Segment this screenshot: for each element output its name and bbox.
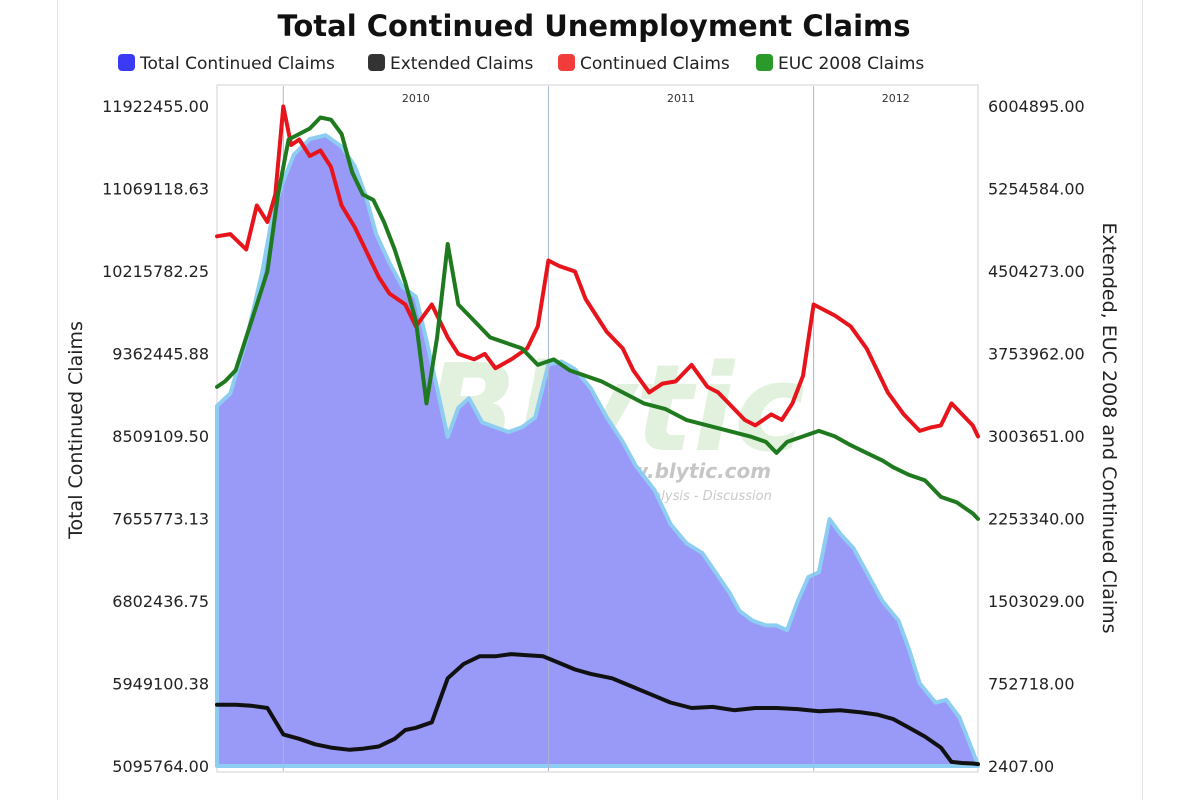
series-continued-claims [215, 104, 980, 439]
year-label-2010: 2010 [402, 92, 430, 105]
right-tick-label: 3003651.00 [988, 427, 1085, 446]
legend-label: Total Continued Claims [139, 54, 335, 74]
legend-item-extended-claims[interactable]: Extended Claims [368, 54, 533, 74]
right-tick-label: 6004895.00 [988, 97, 1085, 116]
left-tick-label: 5949100.38 [112, 675, 209, 694]
right-axis-ticks: 6004895.00 5254584.00 4504273.00 3753962.00… [988, 97, 1085, 776]
left-tick-label: 9362445.88 [112, 345, 209, 364]
series-euc-2008-claims [215, 115, 980, 521]
left-tick-label: 11922455.00 [102, 97, 209, 116]
legend-item-continued-claims[interactable]: Continued Claims [558, 54, 730, 74]
legend-label: Continued Claims [580, 54, 730, 74]
left-tick-label: 10215782.25 [102, 262, 209, 281]
right-tick-label: 752718.00 [988, 675, 1075, 694]
legend-item-euc-2008-claims[interactable]: EUC 2008 Claims [756, 54, 924, 74]
right-tick-label: 2253340.00 [988, 510, 1085, 529]
legend-item-total-continued-claims[interactable]: Total Continued Claims [118, 54, 335, 74]
chart-title: Total Continued Unemployment Claims [277, 9, 910, 43]
right-tick-label: 2407.00 [988, 757, 1054, 776]
year-label-2012: 2012 [882, 92, 910, 105]
year-label-2011: 2011 [667, 92, 695, 105]
left-tick-label: 8509109.50 [112, 427, 209, 446]
left-tick-label: 5095764.00 [112, 757, 209, 776]
right-axis-title: Extended, EUC 2008 and Continued Claims [1098, 222, 1120, 633]
line-layer [215, 104, 980, 767]
year-labels: 2010 2011 2012 [402, 92, 910, 105]
right-tick-label: 4504273.00 [988, 262, 1085, 281]
legend: Total Continued Claims Extended Claims Con… [118, 54, 924, 74]
legend-swatch [118, 54, 135, 71]
left-tick-label: 6802436.75 [112, 592, 209, 611]
right-tick-label: 1503029.00 [988, 592, 1085, 611]
right-tick-label: 5254584.00 [988, 180, 1085, 199]
legend-swatch [558, 54, 575, 71]
legend-label: Extended Claims [390, 54, 533, 74]
series-extended-claims [215, 652, 980, 767]
left-axis-ticks: 11922455.00 11069118.63 10215782.25 9362445… [102, 97, 209, 776]
frame-line-left [57, 0, 58, 800]
frame-line-right [1142, 0, 1143, 800]
legend-label: EUC 2008 Claims [778, 54, 924, 74]
right-tick-label: 3753962.00 [988, 345, 1085, 364]
left-tick-label: 7655773.13 [112, 510, 209, 529]
left-axis-title: Total Continued Claims [65, 321, 87, 540]
left-tick-label: 11069118.63 [102, 180, 209, 199]
legend-swatch [756, 54, 773, 71]
legend-swatch [368, 54, 385, 71]
